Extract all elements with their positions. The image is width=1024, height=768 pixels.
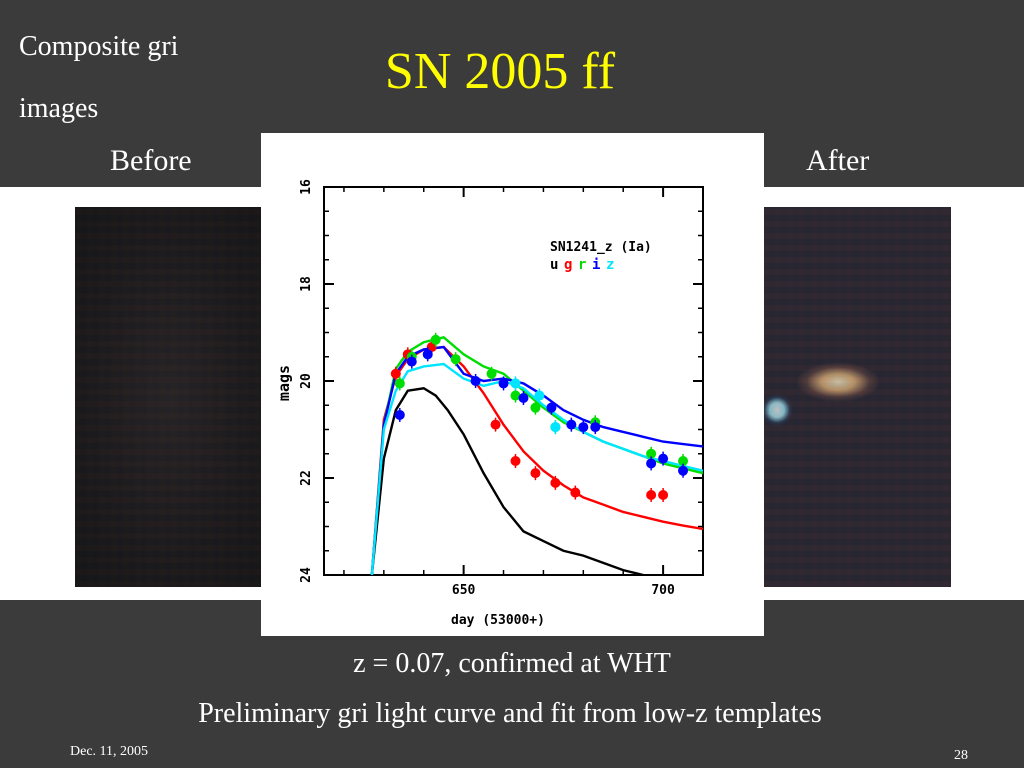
data-point-z: [550, 422, 561, 433]
data-point-r: [530, 402, 541, 413]
data-point-g: [390, 368, 401, 379]
before-image: [75, 207, 263, 587]
after-image: [763, 207, 951, 587]
y-tick-label: 16: [299, 179, 314, 195]
y-tick-label: 20: [299, 373, 314, 389]
data-point-i: [546, 402, 557, 413]
data-point-g: [550, 477, 561, 488]
fit-line-u: [370, 387, 644, 575]
data-point-i: [518, 392, 529, 403]
data-point-i: [678, 465, 689, 476]
x-tick-label: 700: [651, 583, 675, 598]
corner-note-line2: images: [19, 93, 99, 124]
data-point-g: [658, 489, 669, 500]
data-point-g: [646, 489, 657, 500]
data-point-i: [578, 422, 589, 433]
legend-band-i: i: [592, 257, 600, 273]
corner-note-line1: Composite gri: [19, 31, 179, 62]
legend-band-z: z: [606, 257, 614, 273]
lightcurve-caption: Preliminary gri light curve and fit from…: [198, 698, 822, 729]
data-point-g: [530, 468, 541, 479]
data-point-i: [498, 378, 509, 389]
y-axis-label: mags: [275, 365, 293, 401]
data-point-i: [394, 409, 405, 420]
legend-band-r: r: [578, 257, 586, 273]
light-curve-chart: 16 18 20 22 24 650 700 u g r i z SN1241_z (Ia) mags…: [261, 133, 764, 636]
data-point-i: [406, 356, 417, 367]
data-point-i: [422, 349, 433, 360]
data-point-i: [646, 458, 657, 469]
x-axis-label: day (53000+): [451, 613, 545, 628]
y-tick-label: 22: [299, 470, 314, 486]
x-tick-label: 650: [452, 583, 476, 598]
after-label: After: [806, 144, 870, 177]
corner-note: Composite gri images: [19, 16, 249, 140]
slide-title: SN 2005 ff: [384, 43, 616, 100]
data-point-g: [510, 456, 521, 467]
data-point-r: [678, 456, 689, 467]
data-point-i: [658, 453, 669, 464]
chart-legend-title: SN1241_z (Ia): [550, 240, 652, 255]
data-point-i: [590, 422, 601, 433]
legend-band-u: u: [550, 257, 558, 273]
before-label: Before: [110, 144, 192, 177]
light-curve-svg: 16 18 20 22 24 650 700 u g r i z SN1241_z (Ia) mags…: [275, 179, 704, 628]
data-point-g: [426, 342, 437, 353]
data-point-r: [394, 378, 405, 389]
data-point-r: [486, 368, 497, 379]
data-point-r: [510, 390, 521, 401]
data-point-z: [510, 378, 521, 389]
y-tick-label: 18: [299, 276, 314, 292]
footer-date: Dec. 11, 2005: [70, 744, 149, 759]
data-point-i: [566, 419, 577, 430]
data-point-z: [534, 390, 545, 401]
legend-band-g: g: [564, 257, 572, 273]
y-tick-label: 24: [299, 567, 314, 583]
data-point-r: [450, 354, 461, 365]
data-point-r: [430, 334, 441, 345]
data-point-g: [490, 419, 501, 430]
data-point-r: [646, 448, 657, 459]
redshift-caption: z = 0.07, confirmed at WHT: [353, 648, 671, 679]
data-point-g: [570, 487, 581, 498]
fit-line-z: [370, 362, 703, 575]
data-point-i: [470, 376, 481, 386]
page-number: 28: [954, 748, 968, 763]
